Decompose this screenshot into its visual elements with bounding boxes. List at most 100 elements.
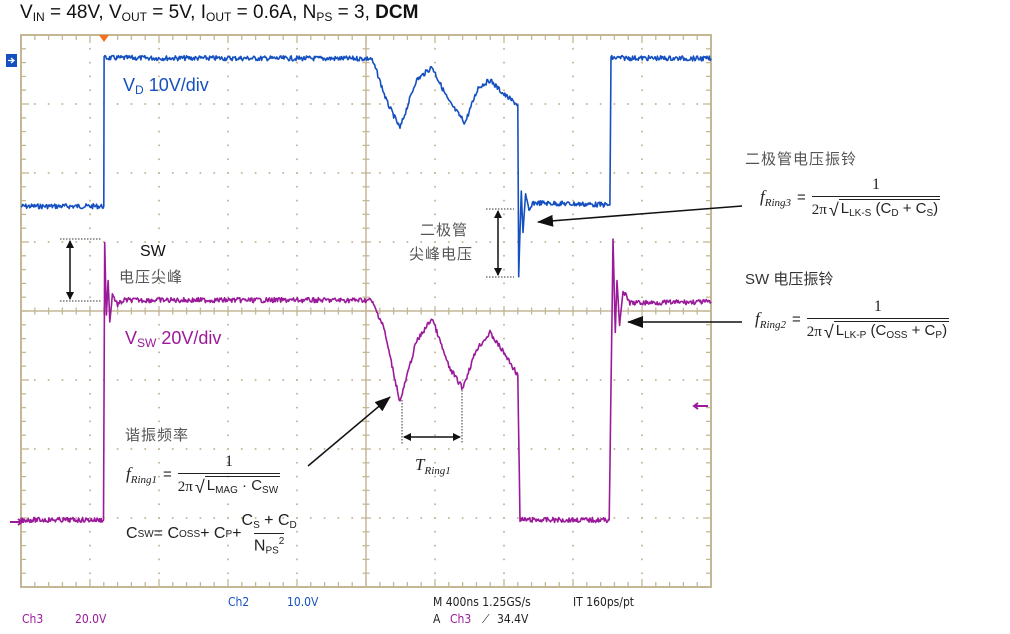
grid-dot <box>420 103 423 105</box>
grid-dot <box>158 268 160 271</box>
grid-dot <box>254 103 257 105</box>
grid-dot <box>158 172 160 174</box>
grid-dot <box>503 227 505 230</box>
grid-dot <box>89 144 91 147</box>
grid-dot <box>503 282 505 285</box>
grid-dot <box>337 379 340 381</box>
grid-dot <box>130 172 133 174</box>
grid-dot <box>227 351 229 354</box>
grid-dot <box>47 379 50 381</box>
t-ring-label: TRing1 <box>415 455 451 477</box>
grid-dot <box>240 379 243 381</box>
grid-dot <box>185 172 188 174</box>
grid-dot <box>530 241 533 243</box>
ring3-callout-arrow <box>537 205 743 227</box>
grid-dot <box>392 448 395 450</box>
grid-dot <box>406 379 409 381</box>
grid-dot <box>503 116 505 119</box>
grid-dot <box>282 379 285 381</box>
grid-dot <box>61 448 64 450</box>
grid-dot <box>572 227 574 230</box>
grid-dot <box>434 254 436 257</box>
grid-dot <box>89 530 91 533</box>
grid-dot <box>489 241 492 243</box>
grid-dot <box>227 365 229 368</box>
grid-dot <box>158 530 160 533</box>
grid-dot <box>89 351 91 354</box>
grid-dot <box>503 323 505 326</box>
grid-dot <box>572 461 574 464</box>
grid-dot <box>572 199 574 202</box>
grid-dot <box>296 199 298 202</box>
grid-dot <box>89 47 91 50</box>
grid-dot <box>572 144 574 147</box>
grid-dot <box>240 241 243 243</box>
trace-vsw <box>20 238 712 524</box>
grid-dot <box>503 517 505 519</box>
grid-dot <box>572 434 574 437</box>
grid-dot <box>434 172 436 174</box>
grid-dot <box>254 241 257 243</box>
grid-dot <box>503 406 505 409</box>
grid-dot <box>572 351 574 354</box>
grid-dot <box>682 379 685 381</box>
grid-dot <box>199 172 202 174</box>
grid-dot <box>406 172 409 174</box>
grid-dot <box>503 461 505 464</box>
grid-dot <box>392 103 395 105</box>
grid-dot <box>461 379 464 381</box>
grid-dot <box>323 517 326 519</box>
trigger-position-marker <box>99 35 109 42</box>
grid-dot <box>227 310 229 312</box>
grid-dot <box>475 241 478 243</box>
grid-dot <box>392 517 395 519</box>
grid-dot <box>641 185 643 188</box>
grid-dot <box>282 103 285 105</box>
grid-dot <box>89 475 91 478</box>
grid-dot <box>585 241 588 243</box>
grid-dot <box>434 116 436 119</box>
grid-dot <box>558 379 561 381</box>
grid-dot <box>627 379 630 381</box>
grid-dot <box>227 448 229 450</box>
grid-dot <box>89 172 91 174</box>
ch2-readout-label: Ch2 <box>228 595 250 609</box>
grid-dot <box>323 379 326 381</box>
grid-dot <box>213 172 216 174</box>
grid-dot <box>89 227 91 230</box>
grid-dot <box>296 75 298 78</box>
grid-dot <box>144 517 147 519</box>
grid-dot <box>296 517 298 519</box>
grid-dot <box>447 448 450 450</box>
grid-dot <box>434 572 436 575</box>
grid-dot <box>89 116 91 119</box>
chart-title: VIN = 48V, VOUT = 5V, IOUT = 0.6A, NPS =… <box>20 2 419 24</box>
grid-dot <box>530 379 533 381</box>
grid-dot <box>75 172 78 174</box>
grid-dot <box>296 310 298 312</box>
grid-dot <box>434 448 436 450</box>
grid-dot <box>75 241 78 243</box>
grid-dot <box>434 517 436 519</box>
grid-dot <box>158 489 160 492</box>
grid-dot <box>641 530 643 533</box>
grid-dot <box>282 517 285 519</box>
grid-dot <box>434 489 436 492</box>
grid-dot <box>668 448 671 450</box>
ch3-trigger-level-marker <box>692 402 708 410</box>
grid-dot <box>130 379 133 381</box>
grid-dot <box>296 475 298 478</box>
grid-dot <box>89 268 91 271</box>
grid-dot <box>89 185 91 188</box>
grid-dot <box>641 89 643 92</box>
grid-dot <box>296 503 298 506</box>
grid-dot <box>572 572 574 575</box>
grid-dot <box>213 103 216 105</box>
grid-dot <box>158 61 160 64</box>
grid-dot <box>89 213 91 216</box>
grid-dot <box>572 172 574 174</box>
grid-dot <box>282 172 285 174</box>
grid-dot <box>447 379 450 381</box>
grid-dot <box>89 282 91 285</box>
grid-dot <box>351 448 354 450</box>
